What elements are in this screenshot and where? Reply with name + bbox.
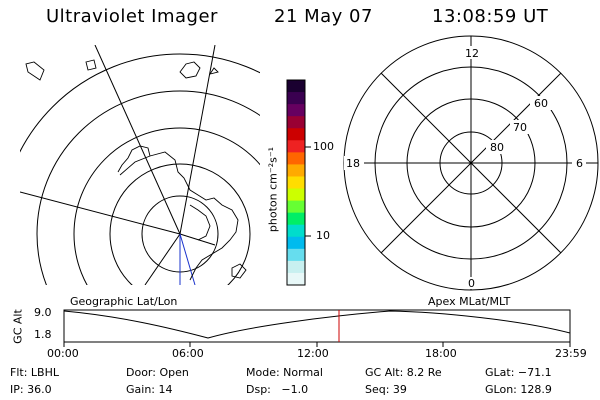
ip-info: IP: 36.0: [10, 383, 52, 396]
coastline: [189, 204, 211, 241]
colorbar-band: [287, 140, 305, 153]
timeline-x-label: 23:59: [555, 347, 587, 360]
coastline: [231, 263, 247, 279]
colorbar-band: [287, 188, 305, 202]
mlat-label-70: 70: [513, 121, 527, 134]
lon-line: [179, 233, 216, 246]
filter-info: Flt: LBHL: [10, 366, 59, 379]
altitude-curve: [63, 310, 571, 339]
intensity-colorbar: [287, 80, 305, 286]
gc-alt-info: GC Alt: 8.2 Re: [365, 366, 442, 379]
coastline: [117, 145, 151, 173]
lat-circle: [73, 127, 260, 285]
colorbar-band: [287, 224, 305, 238]
colorbar-band: [287, 200, 305, 214]
left-panel-caption: Geographic Lat/Lon: [70, 295, 178, 308]
door-info: Door: Open: [126, 366, 189, 379]
timeline-axis-label: GC Alt: [11, 309, 25, 344]
glat-info: GLat: −71.1: [485, 366, 552, 379]
date-label: 21 May 07: [274, 6, 373, 27]
mlt-label-12: 12: [465, 47, 479, 60]
mlt-label-0: 0: [468, 277, 475, 290]
geographic-map: [20, 45, 260, 285]
colorbar-band: [287, 164, 305, 177]
timeline-x-label: 18:00: [425, 347, 457, 360]
colorbar-band: [287, 152, 305, 165]
mlat-label-60: 60: [534, 97, 548, 110]
colorbar-unit-label: photon cm⁻²s⁻¹: [266, 146, 280, 233]
colorbar-band: [287, 176, 305, 190]
coastline: [25, 61, 45, 81]
colorbar-band: [287, 80, 305, 93]
colorbar-band: [287, 260, 305, 274]
lat-circle: [109, 163, 251, 285]
colorbar-band: [287, 128, 305, 141]
time-label: 13:08:59 UT: [432, 6, 549, 27]
mode-info: Mode: Normal: [246, 366, 323, 379]
colorbar-band: [287, 104, 305, 117]
coastline: [119, 151, 239, 281]
colorbar-band: [287, 212, 305, 226]
timeline-x-label: 12:00: [297, 347, 329, 360]
lon-line: [94, 45, 181, 235]
mlat-label-80: 80: [490, 141, 504, 154]
lon-line: [179, 233, 196, 285]
instrument-title: Ultraviolet Imager: [46, 6, 218, 27]
colorbar-tick-label: 100: [313, 140, 334, 153]
coastline: [85, 59, 97, 71]
timeline-y-label: 9.0: [34, 306, 52, 319]
coastline: [179, 61, 201, 79]
colorbar-tick-label: 10: [316, 229, 330, 242]
timeline-x-label: 00:00: [47, 347, 79, 360]
gain-info: Gain: 14: [126, 383, 173, 396]
lat-circle: [36, 90, 260, 285]
polar-plot: [343, 35, 599, 291]
coastline: [208, 67, 219, 75]
lon-line: [20, 191, 181, 235]
colorbar-frame: [286, 79, 306, 286]
mlt-label-6: 6: [576, 157, 583, 170]
mlt-label-18: 18: [346, 157, 360, 170]
lon-line: [179, 45, 216, 235]
lat-circle: [20, 53, 260, 153]
dsp-info: Dsp: −1.0: [246, 383, 309, 396]
glon-info: GLon: 128.9: [485, 383, 552, 396]
colorbar-band: [287, 92, 305, 105]
timeline-x-label: 06:00: [172, 347, 204, 360]
right-panel-caption: Apex MLat/MLT: [428, 295, 511, 308]
seq-info: Seq: 39: [365, 383, 407, 396]
colorbar-band: [287, 116, 305, 129]
timeline-y-label: 1.8: [34, 328, 52, 341]
colorbar-band: [287, 236, 305, 250]
lon-line: [144, 233, 181, 285]
timeline-frame: [63, 309, 571, 343]
colorbar-band: [287, 272, 305, 286]
colorbar-band: [287, 248, 305, 262]
